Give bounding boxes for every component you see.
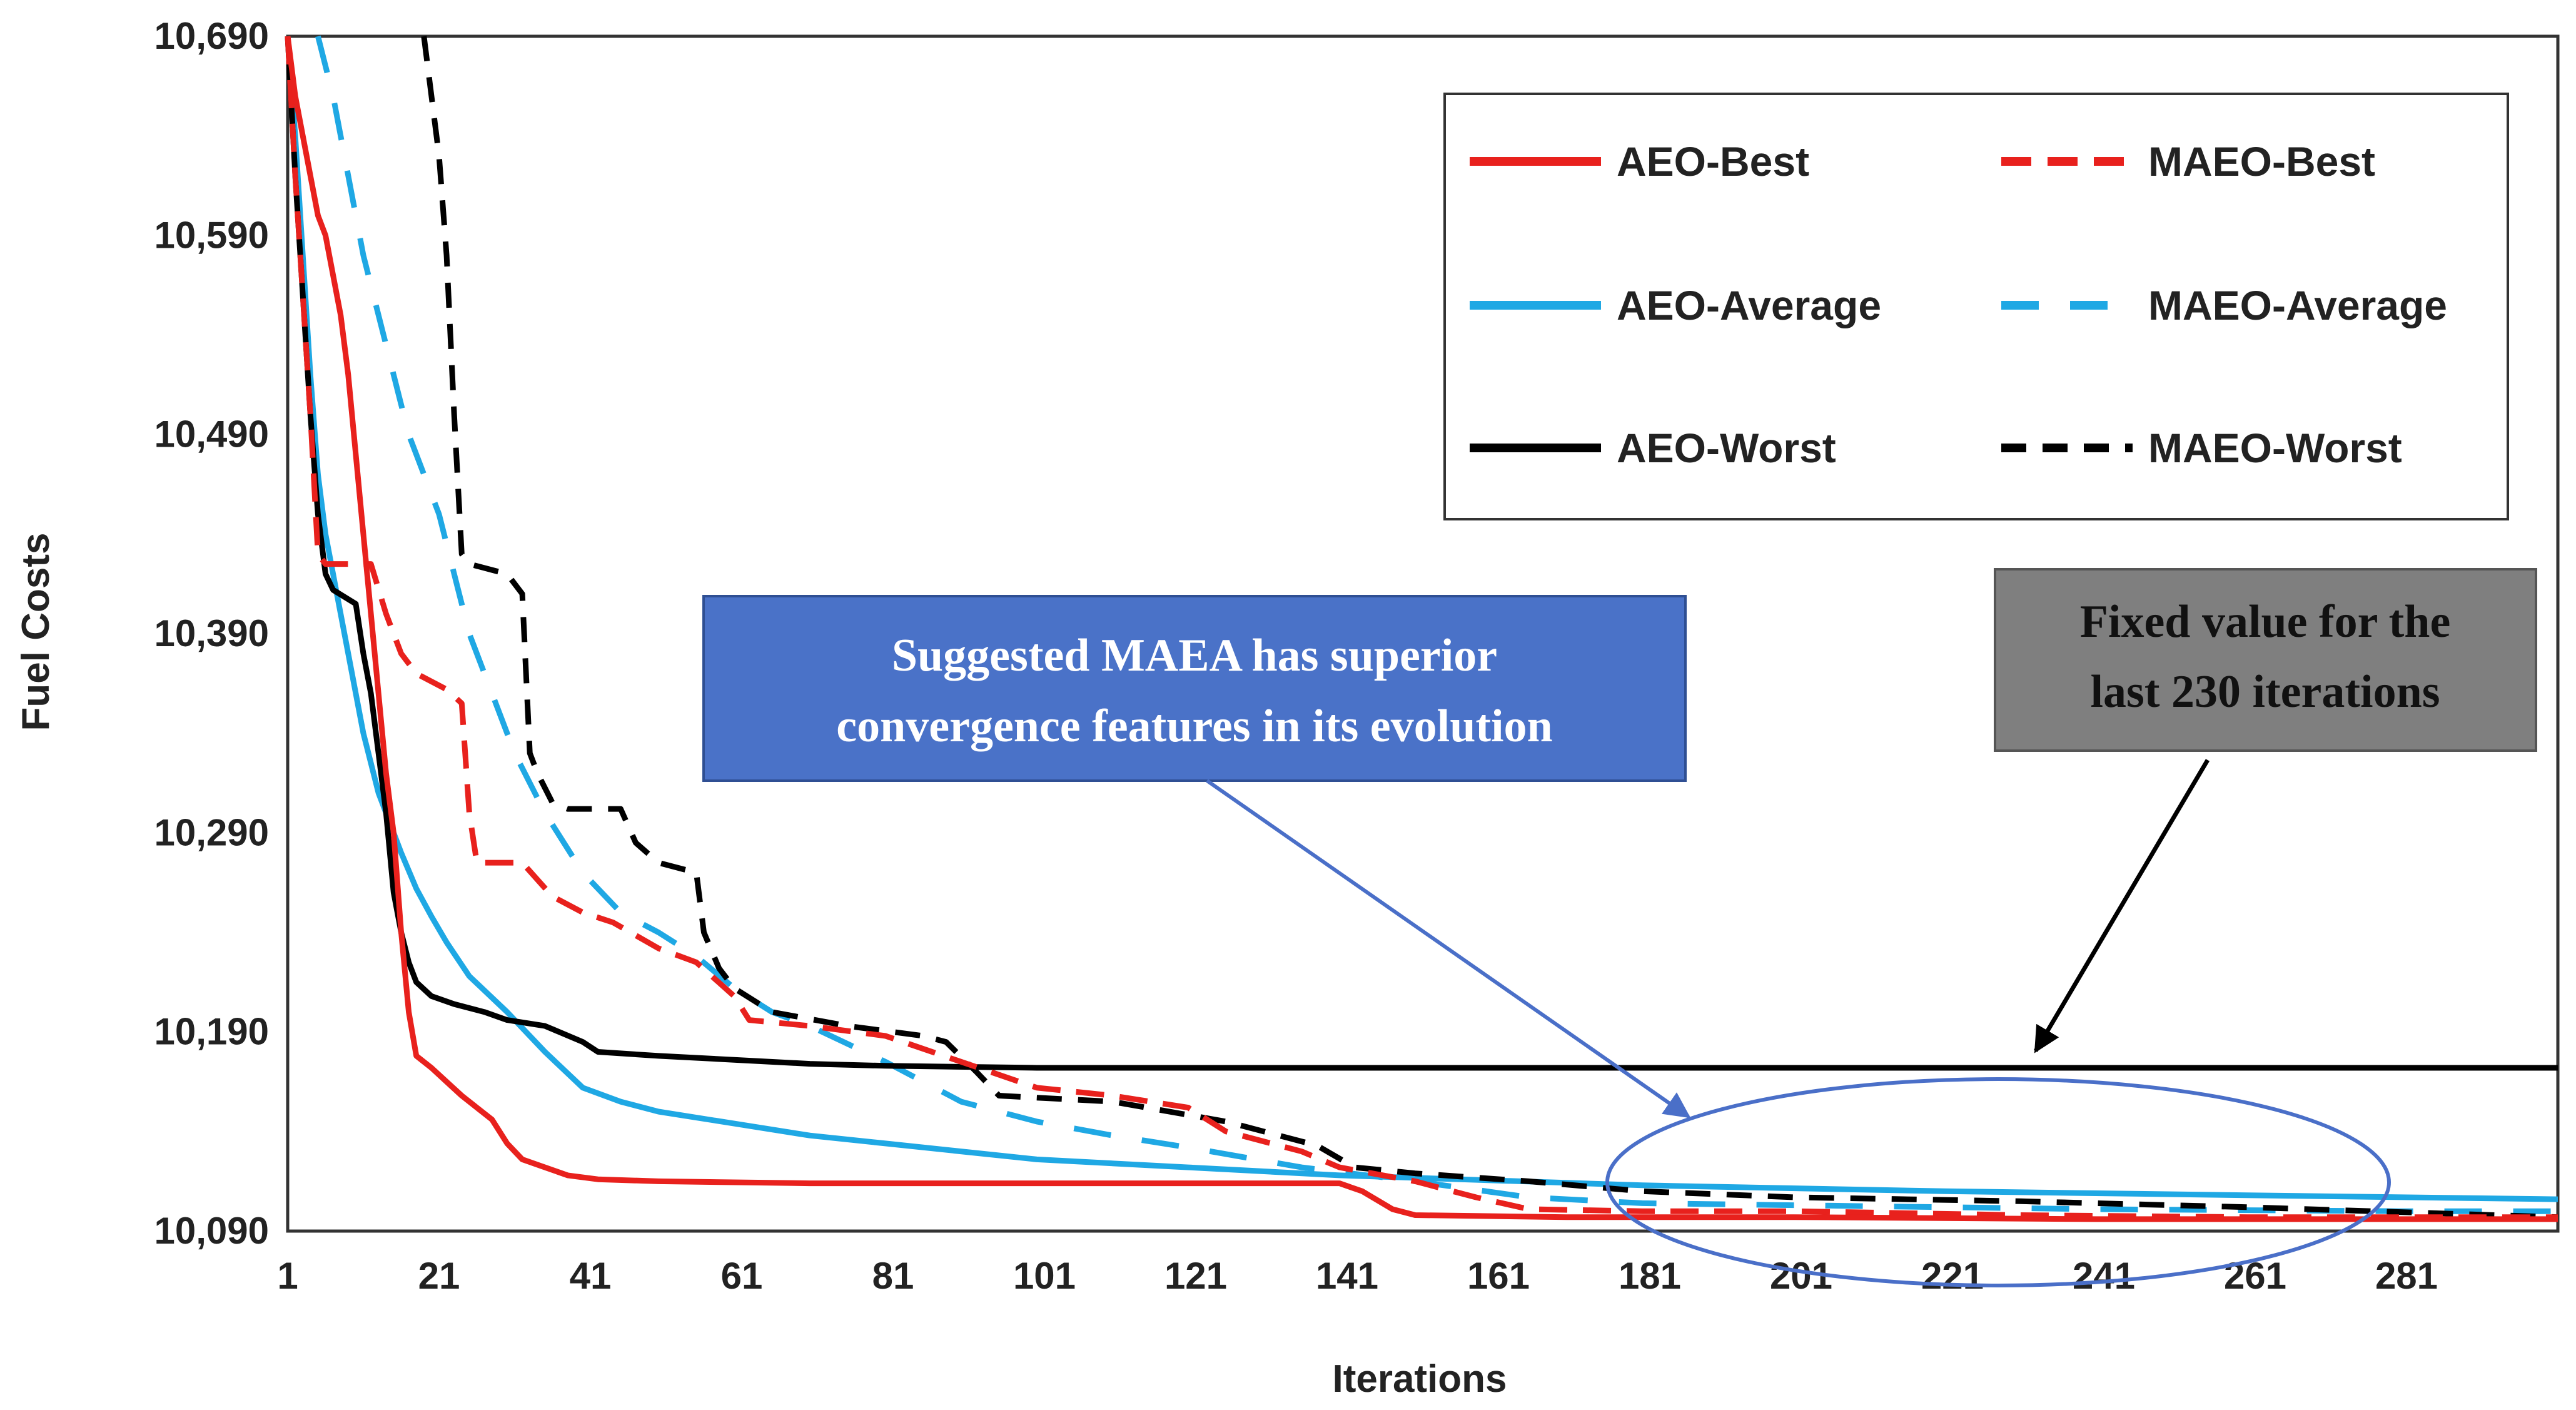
annotation-superior-convergence: Suggested MAEA has superior convergence … xyxy=(702,595,1691,1118)
highlight-ellipse xyxy=(1605,1077,2391,1287)
annotation-gray-box xyxy=(1994,568,2537,752)
x-tick-label: 101 xyxy=(1013,1255,1076,1297)
y-tick-label: 10,590 xyxy=(154,214,269,256)
annotation-blue-box xyxy=(702,595,1687,782)
plot-area-border xyxy=(286,34,2560,1233)
legend-label-maeo-worst: MAEO-Worst xyxy=(2148,425,2402,471)
x-tick-label: 241 xyxy=(2073,1255,2135,1297)
x-tick-label: 21 xyxy=(418,1255,460,1297)
series-line-aeo-best xyxy=(285,36,2558,1222)
x-tick-label: 281 xyxy=(2375,1255,2438,1297)
y-tick-label: 10,190 xyxy=(154,1011,269,1053)
y-tick-label: 10,290 xyxy=(154,811,269,853)
legend-label-aeo-average: AEO-Average xyxy=(1617,282,1881,328)
x-tick-label: 181 xyxy=(1619,1255,1681,1297)
y-axis-title: Fuel Costs xyxy=(14,533,58,731)
y-tick-label: 10,690 xyxy=(154,15,269,57)
y-tick-label: 10,090 xyxy=(154,1210,269,1252)
legend-label-aeo-best: AEO-Best xyxy=(1617,138,1809,185)
annotation-blue-arrow xyxy=(1206,779,1691,1118)
annotation-blue-line-1: Suggested MAEA has superior xyxy=(892,630,1497,681)
series-line-maeo-worst xyxy=(421,36,2558,1220)
annotation-gray-arrow xyxy=(2033,759,2210,1053)
series-line-maeo-best xyxy=(285,36,2558,1220)
y-tick-label: 10,390 xyxy=(154,612,269,654)
x-tick-label: 141 xyxy=(1316,1255,1378,1297)
y-axis-ticks: 10,090 10,190 10,290 10,390 10,490 10,590 10,6… xyxy=(154,15,269,1252)
x-axis-title: Iterations xyxy=(1332,1357,1507,1401)
x-tick-label: 161 xyxy=(1467,1255,1530,1297)
legend: AEO-Best MAEO-Best AEO-Average MAEO-Aver… xyxy=(1443,93,2509,520)
legend-label-maeo-average: MAEO-Average xyxy=(2148,282,2447,328)
legend-box xyxy=(1443,93,2509,520)
x-tick-label: 121 xyxy=(1164,1255,1227,1297)
series-line-aeo-average xyxy=(285,36,2558,1202)
annotation-fixed-value: Fixed value for the last 230 iterations xyxy=(1994,568,2537,1053)
x-tick-label: 221 xyxy=(1921,1255,1984,1297)
series-line-maeo-average xyxy=(315,35,2558,1214)
annotation-gray-line-2: last 230 iterations xyxy=(2090,666,2440,718)
annotation-gray-line-1: Fixed value for the xyxy=(2080,596,2451,647)
x-tick-label: 1 xyxy=(277,1255,298,1297)
legend-label-maeo-best: MAEO-Best xyxy=(2148,138,2375,185)
legend-label-aeo-worst: AEO-Worst xyxy=(1617,425,1836,471)
series-layer xyxy=(285,35,2558,1222)
y-tick-label: 10,490 xyxy=(154,413,269,455)
x-tick-label: 41 xyxy=(570,1255,612,1297)
x-tick-label: 61 xyxy=(721,1255,763,1297)
annotation-blue-line-2: convergence features in its evolution xyxy=(836,701,1552,752)
x-tick-label: 81 xyxy=(872,1255,914,1297)
x-axis-ticks: 1 21 41 61 81 101 121 141 161 181 201 221 241 261 281 xyxy=(277,1255,2438,1297)
